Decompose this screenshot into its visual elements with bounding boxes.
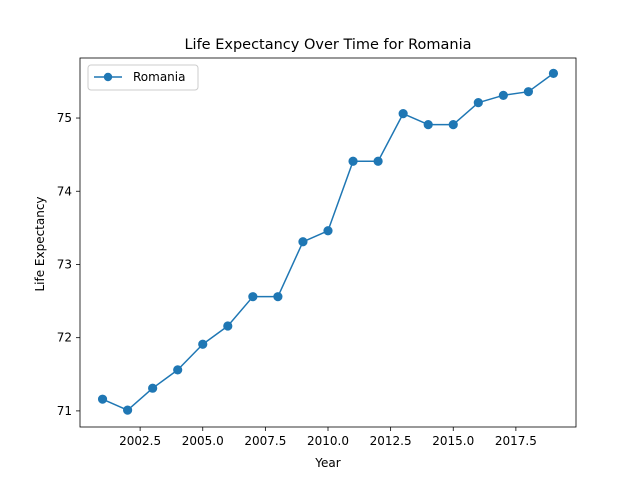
y-tick-label: 75 bbox=[57, 111, 72, 125]
plot-area: 2002.5 2005.0 2007.5 2010.0 2012.5 2015.0 2017… bbox=[57, 57, 577, 448]
y-tick-label: 74 bbox=[57, 184, 72, 198]
x-tick-label: 2017.5 bbox=[495, 434, 537, 448]
chart-title: Life Expectancy Over Time for Romania bbox=[184, 37, 471, 53]
legend-entry-label: Romania bbox=[133, 70, 185, 84]
legend: Romania bbox=[87, 64, 199, 91]
data-point bbox=[273, 292, 283, 302]
legend-marker-swatch bbox=[103, 72, 113, 82]
data-point bbox=[423, 120, 433, 130]
data-point bbox=[248, 292, 258, 302]
data-point bbox=[373, 156, 383, 166]
x-axis-label: Year bbox=[314, 456, 340, 470]
y-axis-label: Life Expectancy bbox=[33, 196, 47, 291]
data-point bbox=[298, 237, 308, 247]
x-tick-label: 2007.5 bbox=[244, 434, 286, 448]
data-point bbox=[548, 68, 559, 78]
x-tick-label: 2010.0 bbox=[307, 434, 349, 448]
x-tick-label: 2005.0 bbox=[182, 434, 224, 448]
y-tick-label: 71 bbox=[57, 404, 72, 418]
legend-box bbox=[87, 64, 199, 91]
data-point bbox=[173, 365, 183, 375]
x-tick-label: 2012.5 bbox=[370, 434, 412, 448]
y-tick-label: 72 bbox=[57, 331, 72, 345]
x-tick-label: 2002.5 bbox=[119, 434, 161, 448]
y-tick-label: 73 bbox=[57, 257, 72, 271]
data-point bbox=[473, 98, 483, 108]
data-point bbox=[122, 405, 133, 415]
data-point bbox=[223, 321, 233, 331]
data-point bbox=[348, 156, 358, 166]
data-point bbox=[398, 109, 408, 119]
data-point bbox=[498, 90, 508, 100]
data-point bbox=[448, 120, 458, 130]
x-tick-label: 2015.0 bbox=[432, 434, 474, 448]
data-point bbox=[198, 339, 208, 349]
data-point bbox=[523, 87, 534, 97]
data-point bbox=[148, 383, 158, 393]
data-point bbox=[97, 394, 108, 404]
data-point bbox=[323, 226, 333, 236]
